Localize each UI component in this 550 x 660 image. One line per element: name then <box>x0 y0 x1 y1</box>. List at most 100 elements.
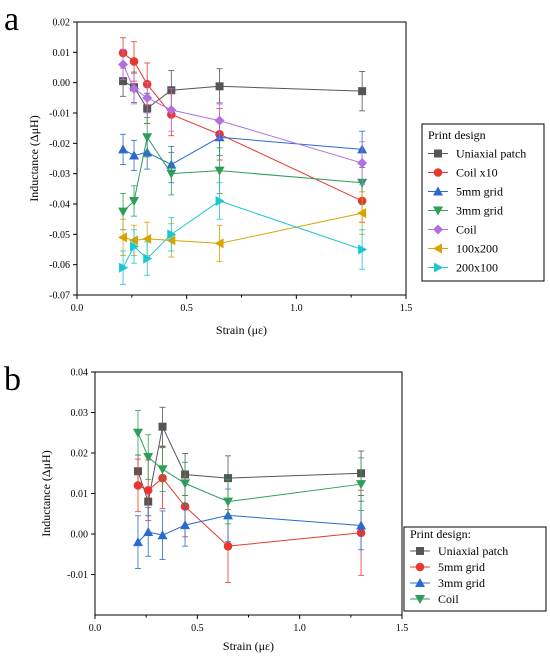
data-point <box>118 207 129 217</box>
legend-label: Coil x10 <box>456 166 498 180</box>
y-tick-label: 0.00 <box>53 78 71 89</box>
y-axis-title: Inductance (ΔμH) <box>39 450 53 536</box>
legend-label: Uniaxial patch <box>438 544 508 558</box>
legend-marker <box>433 224 443 235</box>
data-point <box>118 59 129 70</box>
data-point <box>129 235 139 246</box>
legend-marker <box>433 206 443 216</box>
y-tick-label: -0.06 <box>49 260 70 271</box>
y-tick-label: -0.07 <box>49 291 70 302</box>
data-point <box>119 77 128 86</box>
legend-label: 200x100 <box>456 261 498 275</box>
data-point <box>142 233 152 244</box>
y-tick-label: -0.01 <box>49 109 70 120</box>
legend-label: 5mm grid <box>456 185 503 199</box>
data-point <box>215 82 224 91</box>
legend-box <box>421 123 545 282</box>
series-line <box>122 135 363 212</box>
series-line <box>137 425 362 504</box>
series-3mm-grid <box>132 488 367 569</box>
data-point <box>224 474 233 483</box>
data-point <box>223 541 233 551</box>
data-point <box>158 422 167 431</box>
y-tick-label: -0.02 <box>49 139 70 150</box>
data-point <box>357 158 368 169</box>
legend: Print design Uniaxial patch Coil x10 5mm gr… <box>421 123 545 282</box>
data-point <box>215 195 225 206</box>
x-tick-label: 1.5 <box>400 303 413 314</box>
data-point <box>166 235 176 246</box>
x-axis-title: Strain (με) <box>223 639 274 653</box>
data-point <box>133 481 143 490</box>
series-200x100 <box>119 182 368 285</box>
legend-marker <box>434 262 443 273</box>
data-point <box>166 104 177 115</box>
legend-title: Print design: <box>410 527 471 541</box>
data-point <box>132 537 143 547</box>
series-line <box>122 212 363 244</box>
legend-label: Coil <box>438 592 459 606</box>
data-point <box>214 115 225 126</box>
data-point <box>166 169 177 179</box>
y-tick-label: -0.04 <box>49 200 70 211</box>
legend-marker <box>415 578 425 587</box>
data-point <box>142 133 153 143</box>
y-tick-label: -0.01 <box>67 570 88 581</box>
x-tick-label: 1.5 <box>396 623 409 634</box>
data-point <box>118 144 129 154</box>
legend-label: Uniaxial patch <box>456 147 526 161</box>
legend-marker <box>433 168 443 177</box>
data-point <box>214 238 224 249</box>
y-tick-label: -0.05 <box>49 230 70 241</box>
series-line <box>122 136 363 166</box>
chart-panel-b: 0.0 0.5 1.0 1.5 0.04 0.03 0.02 0.01 0.00 -0.01 Str… <box>39 368 547 653</box>
legend-marker <box>416 547 424 555</box>
data-point <box>356 520 367 530</box>
series-line <box>137 514 362 543</box>
x-tick-label: 0.0 <box>89 623 102 634</box>
y-tick-label: 0.01 <box>53 48 71 59</box>
data-point <box>157 530 168 540</box>
x-tick-label: 1.0 <box>293 623 306 634</box>
series-5mm-grid <box>118 118 368 184</box>
plot-frame <box>94 371 403 616</box>
series-coil-x10 <box>118 37 367 223</box>
data-point <box>143 485 153 495</box>
y-tick-label: 0.02 <box>71 449 89 460</box>
legend-label: 3mm grid <box>456 204 503 218</box>
series-coil <box>118 48 368 185</box>
x-axis-title: Strain (με) <box>216 323 267 337</box>
legend-title: Print design <box>428 128 486 142</box>
legend-label: 3mm grid <box>438 576 485 590</box>
series-line <box>137 432 362 503</box>
series-3mm-grid <box>118 117 368 231</box>
data-point <box>223 497 234 507</box>
legend-label: 100x200 <box>456 242 498 256</box>
legend-box <box>403 526 547 612</box>
x-tick-label: 0.0 <box>71 303 84 314</box>
series-uniaxial-patch <box>133 406 366 517</box>
panel-letter-a: a <box>4 1 19 38</box>
data-point <box>143 526 154 536</box>
data-point <box>358 244 368 255</box>
y-axis-title: Inductance (ΔμH) <box>27 115 41 201</box>
legend-label: 5mm grid <box>438 560 485 574</box>
data-point <box>129 57 139 66</box>
panel-letter-b: b <box>4 361 21 398</box>
series-5mm-grid <box>133 447 366 583</box>
y-tick-label: 0.04 <box>71 368 89 379</box>
legend-marker <box>434 149 442 158</box>
x-tick-label: 0.5 <box>180 303 193 314</box>
data-point <box>130 241 140 252</box>
data-point <box>180 520 191 530</box>
x-tick-label: 0.5 <box>191 623 204 634</box>
data-point <box>157 465 168 475</box>
data-point <box>357 208 367 219</box>
y-tick-label: 0.03 <box>71 408 89 419</box>
legend-marker <box>433 243 442 254</box>
y-tick-label: -0.03 <box>49 169 70 180</box>
legend: Print design: Uniaxial patch 5mm grid 3mm g… <box>403 526 547 612</box>
data-point <box>129 196 140 206</box>
data-point <box>119 262 129 273</box>
